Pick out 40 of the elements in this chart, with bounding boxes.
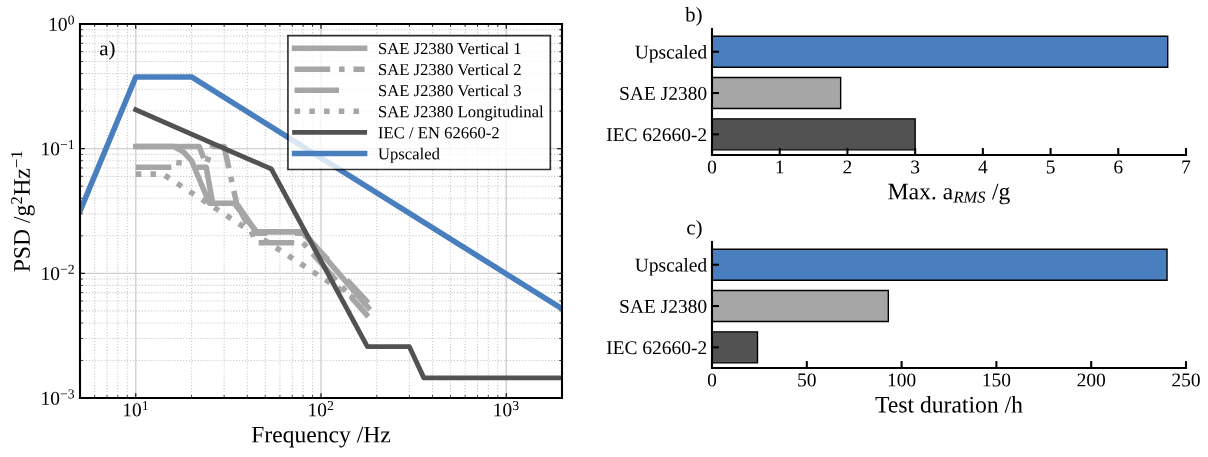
annotation: a) xyxy=(100,40,115,60)
x-tick-label: 2 xyxy=(843,160,852,174)
y-tick-label: 10$^{−3}$ xyxy=(42,389,75,405)
x-tick-label: 10$^{2}$ xyxy=(309,400,334,417)
legend-label: IEC / EN 62660-2 xyxy=(378,127,499,139)
x-tick-label: 10$^{3}$ xyxy=(494,400,519,417)
x-axis-title: Test duration /h xyxy=(875,396,1023,413)
x-tick-label: 4 xyxy=(978,160,988,174)
legend-label: SAE J2380 Longitudinal xyxy=(379,105,544,121)
legend-label: SAE J2380 Vertical 3 xyxy=(379,84,521,97)
x-tick-label: 6 xyxy=(1114,160,1123,174)
y-tick-label: 10$^{−2}$ xyxy=(42,264,74,281)
y-axis-title: PSD /g$^{2}$Hz$^{−1}$ xyxy=(11,151,35,272)
y-tick-label: SAE J2380 xyxy=(620,86,707,100)
legend-label: SAE J2380 Vertical 2 xyxy=(379,63,521,76)
x-tick-label: 0 xyxy=(707,160,717,174)
x-tick-label: 50 xyxy=(798,373,816,387)
x-tick-label: 7 xyxy=(1182,160,1191,174)
x-tick-label: 1 xyxy=(776,160,784,174)
x-tick-label: 250 xyxy=(1172,373,1200,387)
x-tick-label: 100 xyxy=(888,373,916,387)
x-tick-label: 5 xyxy=(1046,160,1055,174)
legend-label: Upscaled xyxy=(378,147,440,163)
y-tick-label: 10$^{−1}$ xyxy=(42,140,74,156)
x-tick-label: 200 xyxy=(1077,373,1106,387)
y-tick-label: IEC 62660-2 xyxy=(606,341,707,355)
y-tick-label: 10$^{0}$ xyxy=(49,15,74,31)
x-tick-label: 10$^{1}$ xyxy=(123,400,148,417)
legend-label: SAE J2380 Vertical 1 xyxy=(379,42,521,55)
y-tick-label: IEC 62660-2 xyxy=(606,128,707,142)
x-tick-label: 0 xyxy=(707,373,717,387)
x-tick-label: 150 xyxy=(983,373,1011,387)
x-axis-title: Max. a$_{RMS}$ /g xyxy=(888,183,1010,205)
text: b) xyxy=(685,6,702,26)
y-tick-label: Upscaled xyxy=(635,257,707,276)
y-tick-label: Upscaled xyxy=(635,44,707,63)
y-tick-label: SAE J2380 xyxy=(620,299,707,313)
x-tick-label: 3 xyxy=(911,160,920,174)
text: c) xyxy=(687,219,702,239)
x-axis-title: Frequency /Hz xyxy=(251,426,391,448)
